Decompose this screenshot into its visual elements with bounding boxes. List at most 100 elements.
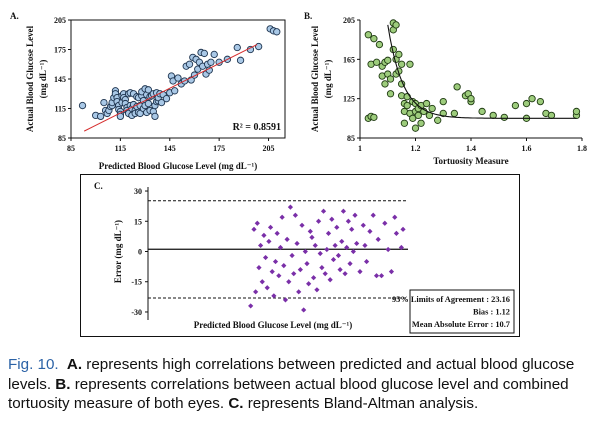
data-point	[403, 93, 411, 101]
data-point	[417, 119, 425, 127]
data-point	[319, 265, 325, 271]
data-point	[266, 238, 272, 245]
data-point	[406, 60, 414, 68]
data-point	[349, 226, 355, 232]
data-point	[335, 252, 342, 259]
data-point	[311, 275, 317, 281]
x-tick-label: 145	[164, 144, 176, 153]
data-point	[367, 228, 373, 234]
data-point	[259, 279, 265, 285]
data-point	[296, 289, 302, 295]
data-point	[210, 50, 218, 59]
data-point	[297, 267, 303, 273]
legend-line: Mean Absolute Error : 10.7	[412, 320, 510, 329]
data-point	[78, 101, 87, 110]
data-point	[286, 279, 292, 285]
panel-frame	[80, 174, 520, 337]
data-point	[287, 204, 294, 210]
x-axis-label: Tortuosity Measure	[433, 156, 508, 166]
data-point	[274, 230, 280, 236]
x-tick-label: 1.6	[522, 144, 532, 153]
data-point	[236, 56, 245, 64]
data-point	[307, 228, 313, 234]
data-point	[151, 112, 159, 121]
data-point	[248, 303, 254, 309]
x-tick-label: 1.4	[466, 144, 476, 153]
data-point	[347, 260, 353, 267]
y-tick-label: 165	[343, 55, 355, 64]
data-point	[397, 60, 406, 68]
data-point	[363, 258, 370, 265]
y-tick-label: 205	[54, 16, 66, 25]
y-tick-label: 15	[134, 217, 142, 226]
data-point	[299, 222, 305, 228]
caption-a-text: represents high correlations between pre…	[8, 356, 575, 393]
data-point	[344, 244, 350, 251]
data-point	[339, 238, 345, 245]
caption-b-text: represents correlations between actual b…	[8, 375, 569, 413]
data-point	[500, 113, 508, 122]
data-point	[281, 263, 287, 269]
data-point	[171, 87, 179, 95]
data-point	[157, 98, 166, 107]
y-tick-label: 85	[58, 134, 66, 143]
data-point	[392, 214, 398, 220]
data-point	[528, 95, 536, 103]
data-point	[400, 226, 406, 232]
data-point	[352, 212, 358, 218]
x-tick-label: 1	[358, 144, 362, 153]
data-point	[325, 230, 332, 236]
data-point	[398, 244, 404, 251]
data-point	[282, 297, 289, 303]
data-point	[392, 21, 400, 29]
data-point	[253, 289, 259, 295]
data-point	[292, 212, 298, 218]
data-point	[271, 293, 277, 299]
y-tick-label: 205	[343, 16, 355, 25]
caption-a-label: A.	[66, 356, 83, 373]
data-point	[439, 97, 447, 106]
data-point	[302, 248, 308, 255]
data-point	[162, 95, 171, 103]
data-point	[315, 218, 322, 224]
fit-curve	[387, 24, 577, 119]
figure-caption: Fig. 10. A. represents high correlations…	[8, 355, 600, 414]
x-tick-label: 175	[213, 144, 225, 153]
data-point	[254, 220, 260, 226]
data-point	[370, 35, 378, 43]
data-point	[373, 58, 381, 66]
y-tick-label: 175	[54, 46, 66, 55]
data-point	[294, 240, 300, 247]
data-point	[261, 232, 267, 238]
data-point	[306, 281, 312, 287]
data-point	[279, 214, 285, 220]
data-point	[324, 246, 330, 253]
y-tick-label: -15	[131, 278, 142, 287]
data-point	[272, 258, 279, 265]
data-point	[251, 226, 257, 232]
data-point	[373, 273, 380, 279]
y-tick-label: 125	[343, 95, 355, 104]
data-point	[337, 267, 343, 273]
data-point	[350, 248, 356, 255]
data-point	[422, 99, 431, 108]
chart-a: A. 85 115 145 175 205 85 115 145 175 205 R² = 0.859…	[10, 11, 286, 171]
data-point	[334, 224, 340, 230]
data-point	[393, 230, 400, 236]
legend-box	[409, 289, 515, 334]
x-tick-label: 205	[263, 144, 275, 153]
data-point	[233, 43, 241, 52]
data-point	[322, 271, 328, 277]
panel-label: A.	[10, 11, 19, 21]
y-tick-label: 0	[138, 248, 142, 257]
r-squared-annotation: R² = 0.8591	[233, 122, 281, 133]
data-point	[511, 101, 520, 110]
data-point	[385, 246, 391, 253]
data-point	[478, 107, 486, 116]
data-point	[284, 236, 290, 243]
data-point	[388, 269, 395, 275]
legend-line: 95% Limits of Agreement : 23.16	[392, 295, 510, 304]
data-point	[289, 252, 295, 259]
data-point	[96, 112, 105, 121]
data-point	[304, 260, 310, 267]
